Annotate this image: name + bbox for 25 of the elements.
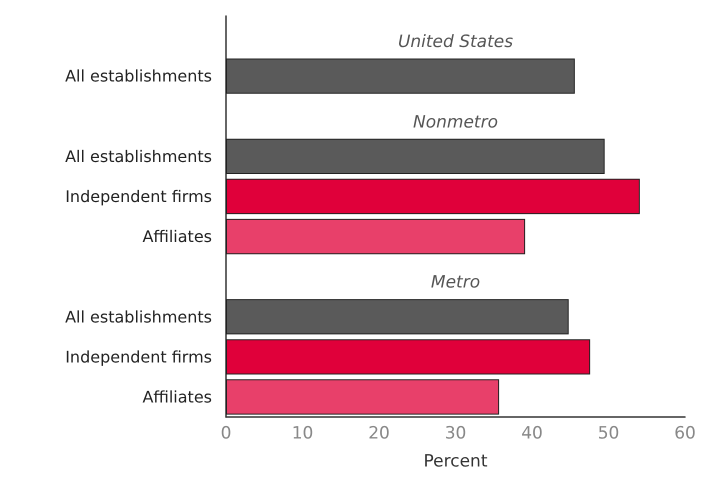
bar [226,299,569,334]
y-tick-label: Affiliates [142,227,212,246]
y-tick-label: All establishments [65,146,212,166]
x-tick-label: 20 [368,424,390,444]
bar [226,339,590,374]
annotation: United States [398,32,514,52]
y-tick-label: All establishments [65,66,212,86]
bar [226,58,575,94]
x-axis-title: Percent [424,452,488,472]
x-tick-label: 10 [292,424,314,444]
annotation: Metro [430,272,480,293]
bar [226,379,500,415]
bar [226,218,526,254]
bar [226,138,605,174]
x-tick-label: 0 [220,424,232,444]
x-tick-label: 40 [521,424,543,444]
y-tick-label: All establishments [65,307,212,326]
x-tick-label: 30 [444,424,466,444]
x-tick-label: 50 [598,424,620,444]
bar [226,178,640,214]
y-tick-label: Affiliates [142,387,212,406]
y-tick-label: Independent firms [65,347,212,366]
x-tick-label: 60 [674,424,696,444]
y-tick-label: Independent firms [65,186,212,206]
annotation: Nonmetro [413,112,498,132]
